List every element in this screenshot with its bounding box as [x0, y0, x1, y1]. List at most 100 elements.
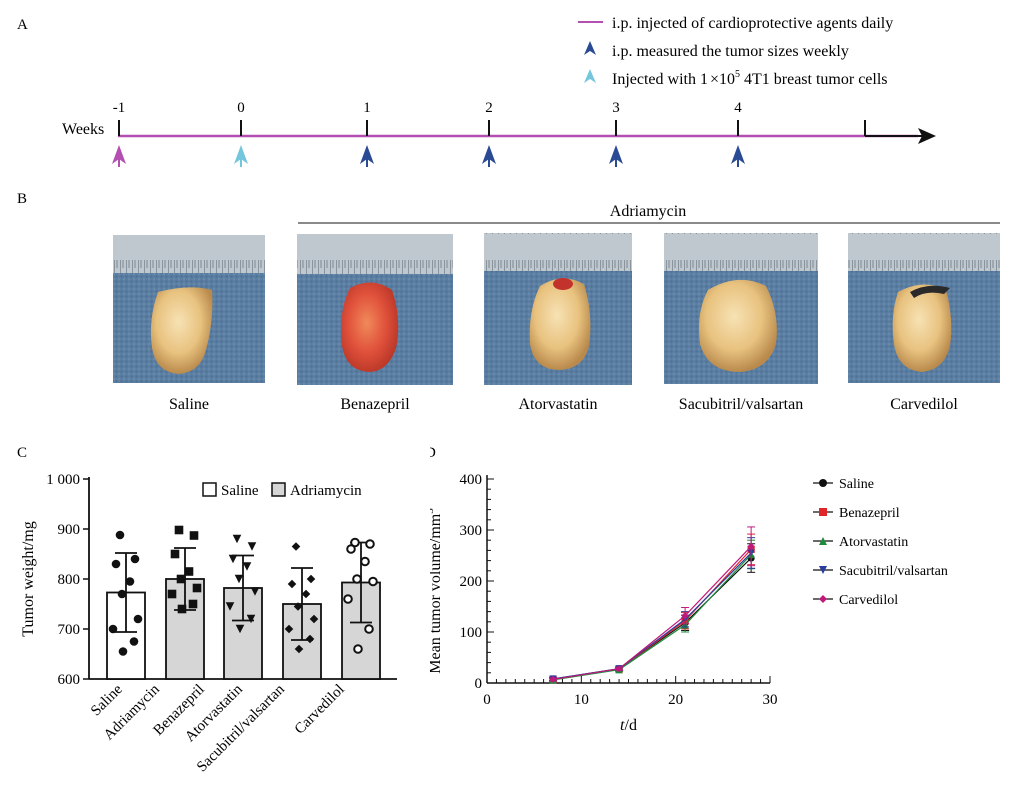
measure-arrow-icon — [584, 41, 596, 55]
data-point — [346, 544, 356, 554]
x-category-label: Carvedilol — [292, 682, 348, 738]
y-tick-label: 1 000 — [46, 472, 80, 488]
arrow-up-icon — [112, 145, 126, 164]
data-point — [287, 579, 297, 589]
y-tick-label: 100 — [460, 625, 483, 641]
series-line — [552, 548, 752, 681]
legend-marker — [819, 595, 827, 603]
timeline-tick-label: 3 — [612, 100, 620, 116]
legend-measure-text: i.p. measured the tumor sizes weekly — [612, 43, 849, 60]
data-point — [343, 594, 353, 604]
photo-caption: Sacubitril/valsartan — [679, 396, 803, 413]
timeline-arrow-up-icon — [112, 145, 126, 167]
data-point — [306, 574, 316, 584]
series-line — [552, 545, 752, 681]
legend-injection-text: i.p. injected of cardioprotective agents… — [612, 15, 893, 32]
data-point — [117, 589, 127, 599]
timeline-arrowhead-icon — [918, 128, 936, 144]
arrow-up-icon — [609, 145, 623, 164]
legend-label-saline: Saline — [221, 483, 259, 499]
data-point — [130, 554, 140, 564]
data-point — [167, 589, 177, 599]
data-point — [174, 525, 184, 535]
legend-marker — [819, 566, 827, 574]
tumor-photo-benazepril — [297, 234, 453, 385]
y-tick-label: 900 — [58, 522, 81, 538]
y-axis-label: Tumor weight/mg — [20, 521, 37, 636]
series-line — [552, 552, 752, 680]
data-point — [177, 604, 187, 614]
data-point — [108, 624, 118, 634]
tumor-photo-sacubitril-valsartan — [664, 233, 818, 384]
x-axis-label: t/d — [620, 717, 637, 734]
legend-marker — [819, 479, 827, 487]
timeline-panel: A i.p. injected of cardioprotective agen… — [17, 15, 936, 167]
panel-label-a: A — [17, 17, 28, 33]
data-point — [176, 574, 186, 584]
y-tick-label: 600 — [58, 672, 81, 688]
legend-tumor-injection-text: Injected with 1 ×105 4T1 breast tumor cell… — [612, 69, 888, 88]
timeline-tick-label: 2 — [485, 100, 493, 116]
data-point — [115, 530, 125, 540]
data-point — [118, 647, 128, 656]
timeline-legend: i.p. injected of cardioprotective agents… — [578, 15, 893, 88]
photo-caption: Benazepril — [340, 396, 410, 413]
data-point — [360, 556, 370, 567]
x-axis-label-unit: /d — [625, 717, 637, 734]
data-point — [125, 577, 135, 586]
photo-panel: B Adriamycin Saline Benazepril Atorvastati… — [17, 191, 1000, 413]
legend-label: Saline — [839, 477, 874, 492]
legend-label-adriamycin: Adriamycin — [290, 483, 362, 499]
y-axis-label: Mean tumor volume/mm3 — [430, 508, 444, 674]
tumor-photo-saline — [113, 235, 265, 383]
legend-marker — [819, 537, 827, 545]
photo-captions: Saline Benazepril Atorvastatin Sacubitril/v… — [169, 396, 958, 413]
adriamycin-group-label: Adriamycin — [610, 203, 686, 220]
timeline-ticks: -1 0 1 2 3 4 — [113, 100, 742, 136]
data-point — [129, 637, 139, 646]
y-tick-label: 800 — [58, 572, 81, 588]
timeline-arrow-up-icon — [609, 145, 623, 167]
data-point — [364, 624, 374, 634]
legend-marker — [819, 508, 827, 516]
series-line — [552, 557, 752, 680]
data-point — [350, 537, 360, 548]
data-point — [368, 576, 378, 587]
x-axis-label-italic: t — [620, 717, 625, 734]
photo-caption: Saline — [169, 396, 209, 413]
y-axis-label-sup: 3 — [430, 508, 436, 514]
arrow-up-icon — [234, 145, 248, 164]
data-point — [301, 589, 311, 599]
data-point — [170, 549, 180, 559]
timeline-arrows — [112, 145, 745, 167]
timeline-arrow-up-icon — [731, 145, 745, 167]
legend-label: Atorvastatin — [839, 535, 908, 550]
data-point — [189, 531, 199, 540]
timeline-arrow-up-icon — [234, 145, 248, 167]
panel-label-b: B — [17, 191, 27, 207]
data-point — [228, 554, 238, 564]
data-point — [247, 542, 257, 551]
arrow-up-icon — [731, 145, 745, 164]
tumor-photo-carvedilol — [848, 233, 1000, 383]
x-tick-label: 20 — [668, 692, 683, 708]
tumor-photo-atorvastatin — [484, 233, 632, 385]
data-point — [192, 583, 202, 593]
data-point — [184, 567, 194, 576]
timeline-tick-label: 1 — [363, 100, 371, 116]
data-point — [232, 534, 242, 544]
y-tick-label: 400 — [460, 472, 483, 488]
x-tick-label: 10 — [574, 692, 589, 708]
timeline-tick-label: 4 — [734, 100, 742, 116]
y-tick-label: 700 — [58, 622, 81, 638]
y-tick-label: 200 — [460, 574, 483, 590]
legend-label: Benazepril — [839, 506, 900, 521]
timeline-arrow-up-icon — [482, 145, 496, 167]
data-point — [133, 614, 143, 624]
legend-label: Carvedilol — [839, 593, 898, 608]
tumor-weight-bar-chart: C 600 700 800 900 1 000 Tumor weight/mg Saline… — [17, 445, 397, 775]
y-axis-label-text: Mean tumor volume/mm — [430, 513, 444, 674]
legend-label: Sacubitril/valsartan — [839, 564, 948, 579]
data-point — [250, 587, 260, 596]
